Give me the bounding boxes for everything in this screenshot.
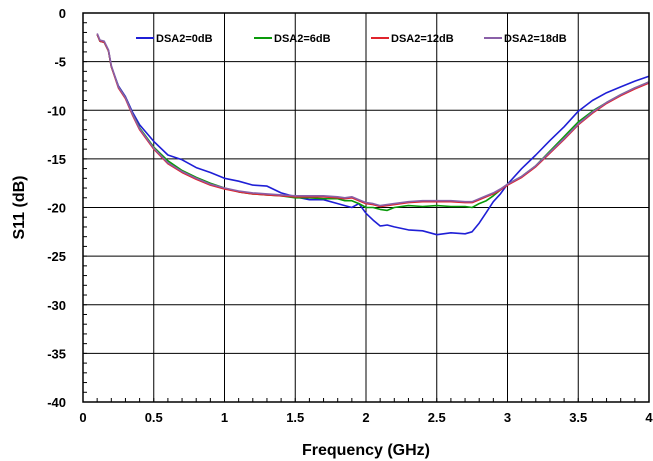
series-line-dsa2-0db xyxy=(96,34,650,236)
legend-label: DSA2=12dB xyxy=(391,33,454,45)
x-tick-label: 4 xyxy=(645,410,653,425)
x-tick-label: 2 xyxy=(362,410,369,425)
legend-label: DSA2=6dB xyxy=(274,33,331,45)
x-tick-label: 0.5 xyxy=(145,410,163,425)
y-tick-label: -25 xyxy=(47,249,66,264)
y-tick-label: -20 xyxy=(47,201,66,216)
y-tick-label: -10 xyxy=(47,103,66,118)
y-tick-label: -5 xyxy=(54,55,66,70)
x-tick-label: 1 xyxy=(221,410,228,425)
y-axis-title: S11 (dB) xyxy=(11,175,28,239)
series-line-dsa2-18db xyxy=(96,33,650,207)
y-tick-label: -15 xyxy=(47,152,66,167)
y-tick-label: 0 xyxy=(59,6,66,21)
y-tick-label: -35 xyxy=(47,346,66,361)
plot-series xyxy=(96,33,650,236)
legend-label: DSA2=0dB xyxy=(156,33,213,45)
plot-frame xyxy=(82,12,650,403)
series-line-dsa2-12db xyxy=(96,34,650,208)
x-tick-label: 0 xyxy=(79,410,86,425)
axis-ticks: 0 0.5 1 1.5 2 2.5 3 3.5 4 0 -5 -10 -15 -20 -25 -30 -35 -4… xyxy=(47,6,653,425)
legend: DSA2=0dB DSA2=6dB DSA2=12dB DSA2=18dB xyxy=(136,33,567,45)
x-axis-title: Frequency (GHz) xyxy=(302,442,430,459)
y-tick-label: -40 xyxy=(47,395,66,410)
x-tick-label: 1.5 xyxy=(286,410,304,425)
x-tick-label: 3 xyxy=(504,410,511,425)
x-tick-label: 3.5 xyxy=(569,410,587,425)
legend-label: DSA2=18dB xyxy=(504,33,567,45)
x-tick-label: 2.5 xyxy=(428,410,446,425)
series-line-dsa2-6db xyxy=(96,34,650,212)
y-tick-label: -30 xyxy=(47,298,66,313)
